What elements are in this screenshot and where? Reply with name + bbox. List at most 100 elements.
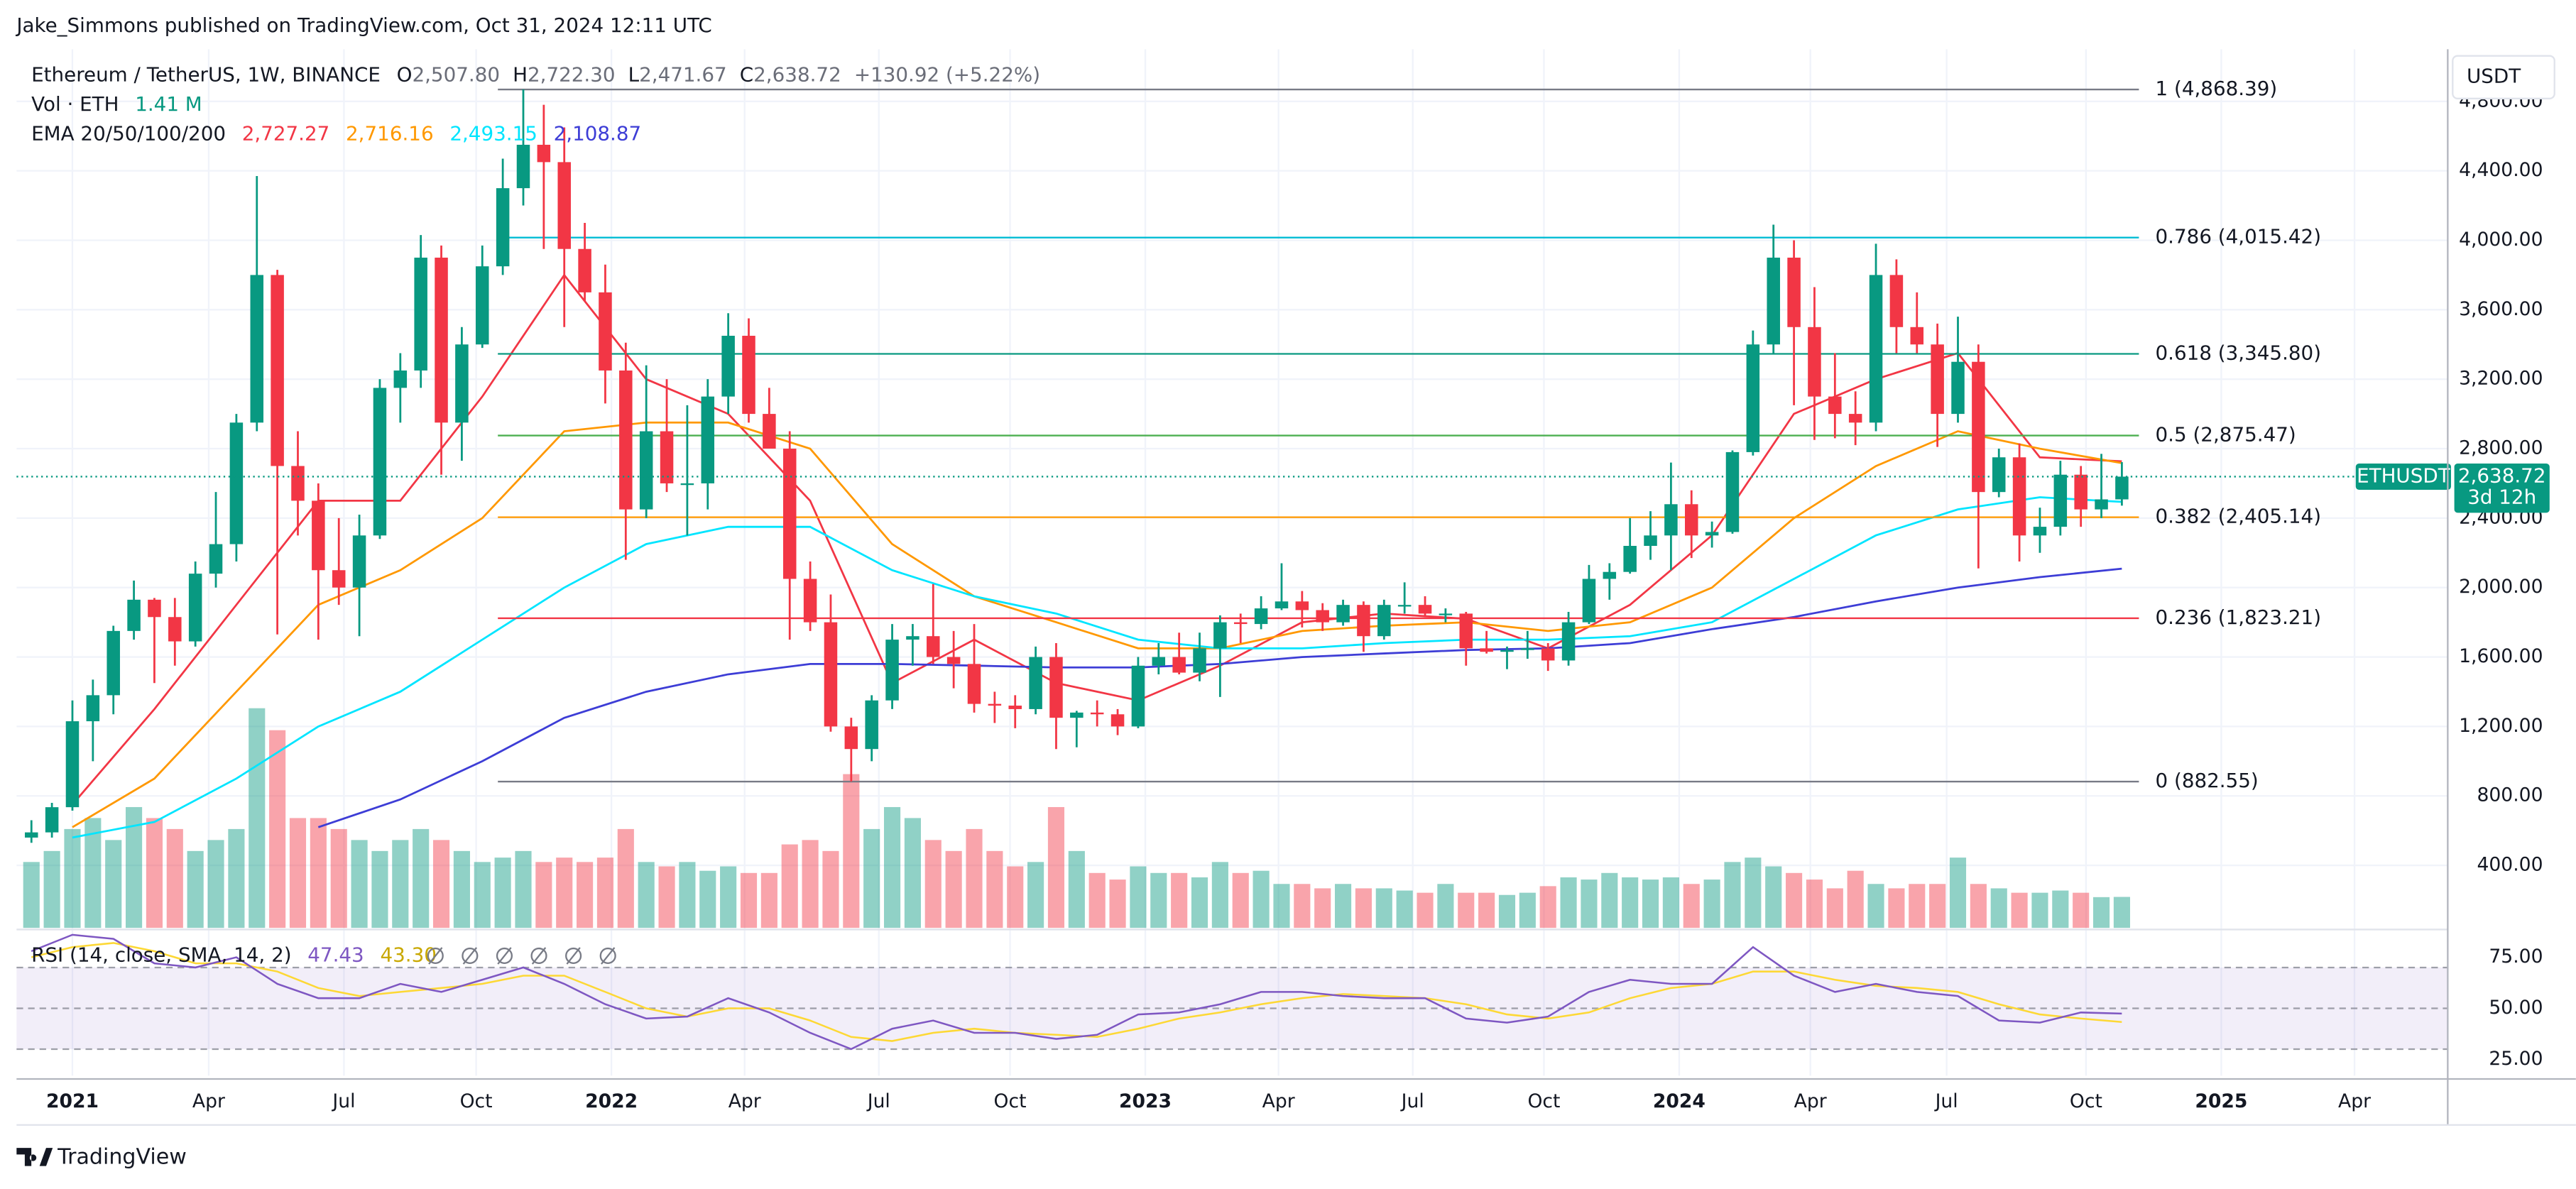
candle-body bbox=[455, 344, 469, 423]
fib-label: 1 (4,868.39) bbox=[2156, 77, 2278, 100]
volume-bar bbox=[1847, 870, 1864, 928]
candle-body bbox=[393, 370, 408, 388]
candle-body bbox=[1090, 712, 1104, 715]
brand-logo bbox=[16, 1148, 53, 1166]
volume-bar bbox=[1355, 888, 1372, 928]
volume-bar bbox=[2031, 892, 2048, 928]
x-tick-label: Apr bbox=[728, 1090, 761, 1112]
candle-body bbox=[271, 275, 284, 466]
candle-body bbox=[1480, 648, 1493, 652]
candle-body bbox=[1110, 714, 1125, 727]
candle-body bbox=[1951, 361, 1965, 415]
candle-body bbox=[1008, 706, 1022, 709]
volume-bar bbox=[126, 806, 143, 928]
x-tick-label: 2022 bbox=[585, 1090, 638, 1112]
candle-body bbox=[1931, 344, 1944, 415]
y-tick-label: 4,400.00 bbox=[2459, 159, 2543, 181]
volume-bar bbox=[1806, 880, 1823, 928]
volume-bar bbox=[699, 870, 716, 928]
volume-bar bbox=[1519, 892, 1536, 928]
volume-bar bbox=[166, 828, 183, 928]
ema-title: EMA 20/50/100/200 bbox=[31, 122, 226, 146]
candle-body bbox=[967, 664, 981, 704]
ema-value: 2,493.15 bbox=[449, 122, 537, 146]
volume-bar bbox=[1232, 872, 1249, 928]
ohlc-value: 2,722.30 bbox=[528, 62, 616, 86]
volume-bar bbox=[802, 840, 819, 928]
ema-line bbox=[72, 421, 2122, 828]
currency-box[interactable]: USDT bbox=[2452, 55, 2555, 99]
currency-label[interactable]: USDT bbox=[2467, 65, 2521, 88]
y-tick-label: 2,800.00 bbox=[2459, 437, 2543, 459]
candle-body bbox=[1972, 361, 1985, 493]
x-tick-label: Jul bbox=[1400, 1090, 1424, 1112]
price-tag bbox=[2454, 463, 2550, 513]
fib-label: 0.786 (4,015.42) bbox=[2156, 225, 2322, 248]
candle-body bbox=[1275, 601, 1289, 609]
legend-volume: Vol · ETH 1.41 M bbox=[31, 92, 202, 116]
y-tick-label: 1,200.00 bbox=[2459, 715, 2543, 737]
ohlc-value: 2,507.80 bbox=[412, 62, 500, 86]
volume-bar bbox=[146, 818, 163, 928]
candle-body bbox=[414, 257, 427, 371]
ema-value: 2,727.27 bbox=[242, 122, 330, 146]
candle-body bbox=[148, 599, 161, 618]
candle-body bbox=[1316, 610, 1329, 623]
candle-body bbox=[1459, 613, 1473, 649]
candle-body bbox=[742, 336, 755, 415]
candle-body bbox=[2095, 499, 2108, 510]
grid-layer bbox=[16, 49, 2448, 1076]
volume-bar bbox=[1724, 862, 1741, 928]
volume-bar bbox=[1437, 884, 1454, 928]
volume-bar bbox=[392, 840, 409, 928]
publisher-note: Jake_Simmons published on TradingView.co… bbox=[15, 13, 711, 37]
candle-body bbox=[1357, 605, 1370, 637]
countdown-label: 3d 12h bbox=[2467, 486, 2536, 509]
candle-body bbox=[86, 695, 100, 722]
volume-bar bbox=[228, 828, 245, 928]
volume-bar bbox=[577, 862, 594, 928]
ohlc-value: 2,638.72 bbox=[753, 62, 841, 86]
candle-body bbox=[1049, 657, 1063, 718]
volume-bar bbox=[883, 806, 901, 928]
volume-bar bbox=[679, 862, 696, 928]
candle-body bbox=[537, 144, 551, 163]
candle-body bbox=[1521, 648, 1534, 650]
candle-body bbox=[988, 703, 1002, 706]
candle-body bbox=[619, 370, 633, 510]
currency-box-frame[interactable] bbox=[2452, 55, 2555, 99]
volume-bar bbox=[1909, 884, 1926, 928]
candle-body bbox=[782, 449, 797, 579]
candle-body bbox=[1603, 571, 1617, 579]
volume-bar bbox=[1171, 872, 1188, 928]
candle-body bbox=[1561, 622, 1576, 661]
legend-rsi: RSI (14, close, SMA, 14, 2) 47.43 43.30 bbox=[31, 943, 437, 966]
volume-bar bbox=[1867, 884, 1884, 928]
candle-body bbox=[680, 483, 694, 486]
volume-bar bbox=[781, 844, 798, 928]
candle-body bbox=[373, 388, 387, 536]
volume-bar bbox=[249, 708, 266, 928]
volume-bar bbox=[2073, 892, 2090, 928]
candle-body bbox=[1295, 601, 1309, 610]
rsi-tick-label: 75.00 bbox=[2489, 946, 2543, 968]
volume-bar bbox=[1642, 880, 1659, 928]
volume-bar bbox=[1703, 880, 1720, 928]
x-tick-label: Apr bbox=[192, 1090, 225, 1112]
volume-bar bbox=[515, 850, 532, 928]
volume-bar bbox=[1294, 884, 1311, 928]
volume-bar bbox=[986, 850, 1003, 928]
volume-bar bbox=[289, 818, 307, 928]
volume-bar bbox=[1396, 890, 1413, 928]
volume-bar bbox=[966, 828, 983, 928]
candle-body bbox=[1397, 605, 1412, 607]
volume-bar bbox=[413, 828, 430, 928]
y-tick-label: 800.00 bbox=[2477, 784, 2543, 806]
candle-body bbox=[24, 832, 38, 838]
volume-bar bbox=[64, 828, 81, 928]
x-tick-label: 2024 bbox=[1653, 1090, 1705, 1112]
volume-bar bbox=[535, 862, 552, 928]
volume-bar bbox=[924, 840, 942, 928]
candle-body bbox=[1131, 665, 1145, 727]
